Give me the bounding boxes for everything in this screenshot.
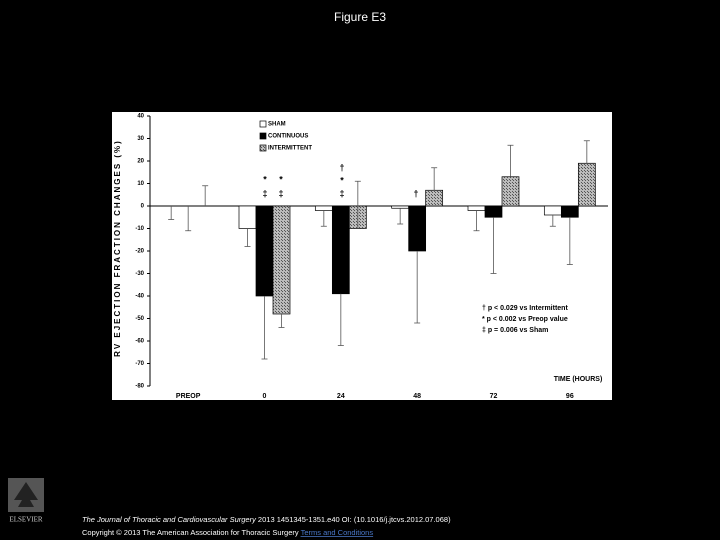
- legend-label: CONTINUOUS: [268, 134, 308, 140]
- y-tick-label: 0: [141, 204, 145, 210]
- annotation: *: [263, 174, 267, 184]
- chart-area: [112, 112, 612, 400]
- bar: [543, 205, 562, 216]
- annotation: †: [413, 188, 418, 198]
- bar: [314, 205, 333, 211]
- annotation: ‡: [339, 188, 344, 198]
- bar: [577, 162, 596, 207]
- y-tick-label: 40: [137, 114, 144, 120]
- legend-swatch: [259, 144, 267, 152]
- x-tick-label: PREOP: [176, 393, 201, 400]
- annotation: ‡: [262, 188, 267, 198]
- significance-note: * p < 0.002 vs Preop value: [482, 316, 568, 323]
- annotation: ‡: [278, 188, 283, 198]
- y-tick-label: -60: [135, 339, 144, 345]
- elsevier-logo: ELSEVIER: [8, 478, 44, 524]
- legend-label: SHAM: [268, 122, 286, 128]
- annotation: *: [279, 174, 283, 184]
- legend-swatch: [259, 120, 267, 128]
- x-axis-label: TIME (HOURS): [554, 376, 603, 383]
- bar: [272, 205, 291, 315]
- annotation: †: [339, 162, 344, 172]
- bar: [255, 205, 274, 297]
- bar: [467, 205, 486, 211]
- x-tick-label: 48: [413, 393, 421, 400]
- significance-note: † p < 0.029 vs Intermittent: [482, 305, 568, 312]
- citation-text: 2013 1451345-1351.e40 OI: (10.1016/j.jtc…: [256, 515, 451, 524]
- y-tick-label: -70: [135, 361, 144, 367]
- y-tick-label: -40: [135, 294, 144, 300]
- copyright-line: Copyright © 2013 The American Associatio…: [82, 528, 373, 537]
- bar: [501, 176, 520, 207]
- annotation: *: [340, 175, 344, 185]
- slide-title: Figure E3: [334, 10, 386, 24]
- x-tick-label: 72: [490, 393, 498, 400]
- citation: The Journal of Thoracic and Cardiovascul…: [82, 515, 451, 524]
- y-tick-label: -20: [135, 249, 144, 255]
- bar: [331, 205, 350, 295]
- y-tick-label: -10: [135, 226, 144, 232]
- significance-note: ‡ p = 0.006 vs Sham: [482, 327, 548, 334]
- bar: [425, 189, 444, 207]
- logo-text: ELSEVIER: [9, 516, 42, 524]
- journal: The Journal of Thoracic and Cardiovascul…: [82, 515, 257, 524]
- bar: [484, 205, 503, 218]
- y-tick-label: 10: [137, 181, 144, 187]
- bar: [238, 205, 257, 229]
- y-tick-label: 30: [137, 136, 144, 142]
- terms-link[interactable]: Terms and Conditions: [301, 528, 374, 537]
- x-tick-label: 96: [566, 393, 574, 400]
- y-tick-label: -80: [135, 384, 144, 390]
- legend-swatch: [259, 132, 267, 140]
- x-tick-label: 24: [337, 393, 345, 400]
- legend-label: INTERMITTENT: [268, 146, 312, 152]
- bar: [560, 205, 579, 218]
- y-tick-label: -30: [135, 271, 144, 277]
- copyright: Copyright © 2013 The American Associatio…: [82, 528, 299, 537]
- y-axis-label: RV EJECTION FRACTION CHANGES (%): [113, 139, 122, 357]
- bar: [408, 205, 427, 252]
- y-tick-label: 20: [137, 159, 144, 165]
- bar: [391, 205, 410, 209]
- y-tick-label: -50: [135, 316, 144, 322]
- x-tick-label: 0: [263, 393, 267, 400]
